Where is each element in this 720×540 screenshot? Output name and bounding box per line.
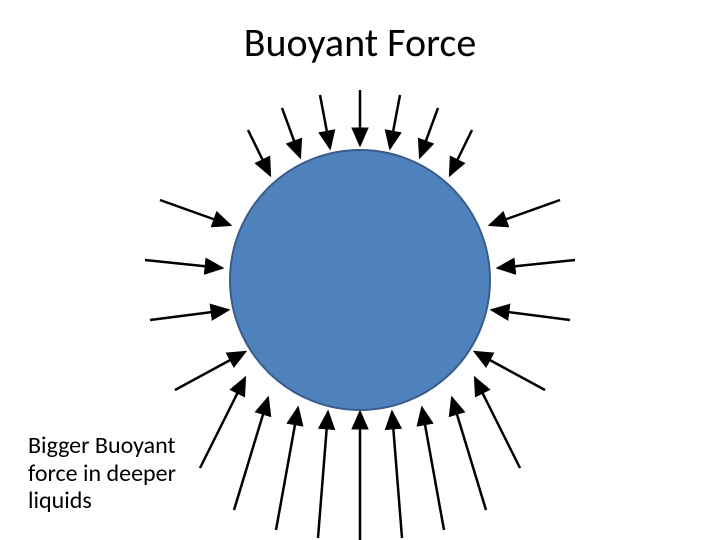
force-arrow-top (320, 95, 330, 148)
force-arrow-bottom (276, 408, 298, 530)
buoyant-force-diagram (0, 0, 720, 540)
force-arrow-bottom (234, 398, 268, 510)
force-arrow-top (282, 108, 300, 157)
force-arrow-top (420, 108, 438, 157)
force-arrow-bottom (475, 378, 520, 468)
force-arrow-bottom (318, 412, 328, 538)
force-arrow-side (490, 200, 560, 225)
force-arrow-bottom (422, 408, 444, 530)
force-arrow-top (390, 95, 400, 148)
object-circle (230, 150, 490, 410)
force-arrow-lower-side (475, 352, 545, 390)
force-arrow-top (248, 130, 270, 175)
force-arrow-bottom (200, 378, 245, 468)
force-arrow-top (450, 130, 472, 175)
force-arrow-side (150, 310, 228, 320)
force-arrow-side (160, 200, 230, 225)
force-arrow-side (492, 310, 570, 320)
force-arrow-side (145, 260, 222, 268)
force-arrow-side (498, 260, 575, 268)
force-arrow-lower-side (175, 352, 245, 390)
force-arrow-bottom (392, 412, 402, 538)
force-arrow-bottom (452, 398, 486, 510)
